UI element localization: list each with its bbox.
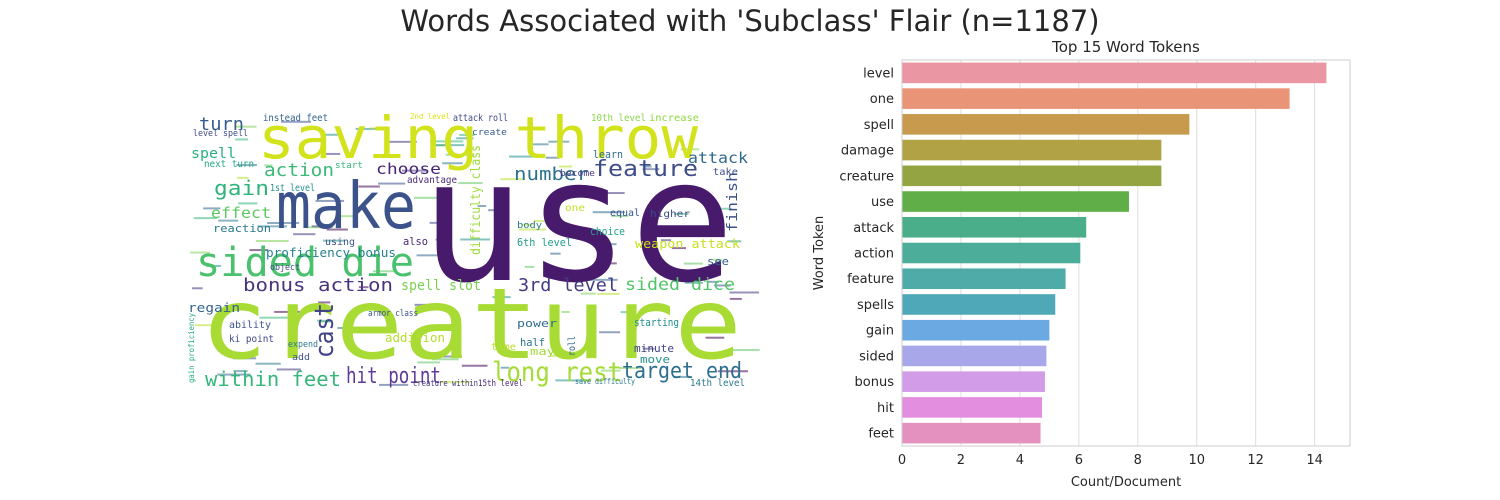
chart-title: Top 15 Word Tokens bbox=[1051, 38, 1200, 56]
bar-gain bbox=[902, 320, 1049, 341]
y-tick-label: spells bbox=[857, 298, 894, 313]
bar-sided bbox=[902, 346, 1046, 367]
bar-spells bbox=[902, 294, 1055, 315]
y-tick-label: feet bbox=[868, 427, 894, 442]
y-tick-label: damage bbox=[841, 144, 894, 159]
y-axis-label: Word Token bbox=[812, 216, 827, 291]
y-tick-label: level bbox=[863, 66, 894, 81]
y-tick-label: sided bbox=[859, 349, 894, 364]
x-tick-labels: 0 2 4 6 8 10 12 14 bbox=[898, 453, 1323, 468]
bar-use bbox=[902, 191, 1129, 212]
x-tick-label: 6 bbox=[1075, 453, 1083, 468]
y-tick-label: attack bbox=[853, 221, 894, 236]
bars bbox=[902, 63, 1326, 444]
y-tick-label: hit bbox=[877, 401, 894, 416]
x-tick-label: 14 bbox=[1306, 453, 1323, 468]
x-tick-label: 12 bbox=[1247, 453, 1264, 468]
x-tick-label: 4 bbox=[1016, 453, 1024, 468]
y-tick-label: action bbox=[854, 247, 894, 262]
y-tick-label: spell bbox=[864, 118, 894, 133]
y-tick-labels: level one spell damage creature use attack acti… bbox=[839, 66, 894, 441]
bar-level bbox=[902, 63, 1326, 84]
x-tick-label: 10 bbox=[1188, 453, 1205, 468]
bar-attack bbox=[902, 217, 1086, 238]
y-tick-label: gain bbox=[866, 324, 894, 339]
bar-damage bbox=[902, 140, 1161, 161]
y-tick-label: bonus bbox=[855, 375, 895, 390]
bar-feet bbox=[902, 423, 1041, 444]
bar-one bbox=[902, 88, 1290, 109]
y-tick-label: one bbox=[870, 92, 894, 107]
x-tick-label: 2 bbox=[957, 453, 965, 468]
bar-bonus bbox=[902, 371, 1045, 392]
y-tick-label: use bbox=[871, 195, 894, 210]
bar-action bbox=[902, 243, 1080, 264]
y-tick-label: feature bbox=[847, 272, 894, 287]
y-tick-label: creature bbox=[839, 169, 894, 184]
x-tick-label: 8 bbox=[1134, 453, 1142, 468]
x-axis-label: Count/Document bbox=[1071, 475, 1181, 490]
bar-spell bbox=[902, 114, 1189, 135]
bar-creature bbox=[902, 166, 1161, 187]
x-tick-label: 0 bbox=[898, 453, 906, 468]
bar-feature bbox=[902, 268, 1066, 289]
bar-hit bbox=[902, 397, 1042, 418]
